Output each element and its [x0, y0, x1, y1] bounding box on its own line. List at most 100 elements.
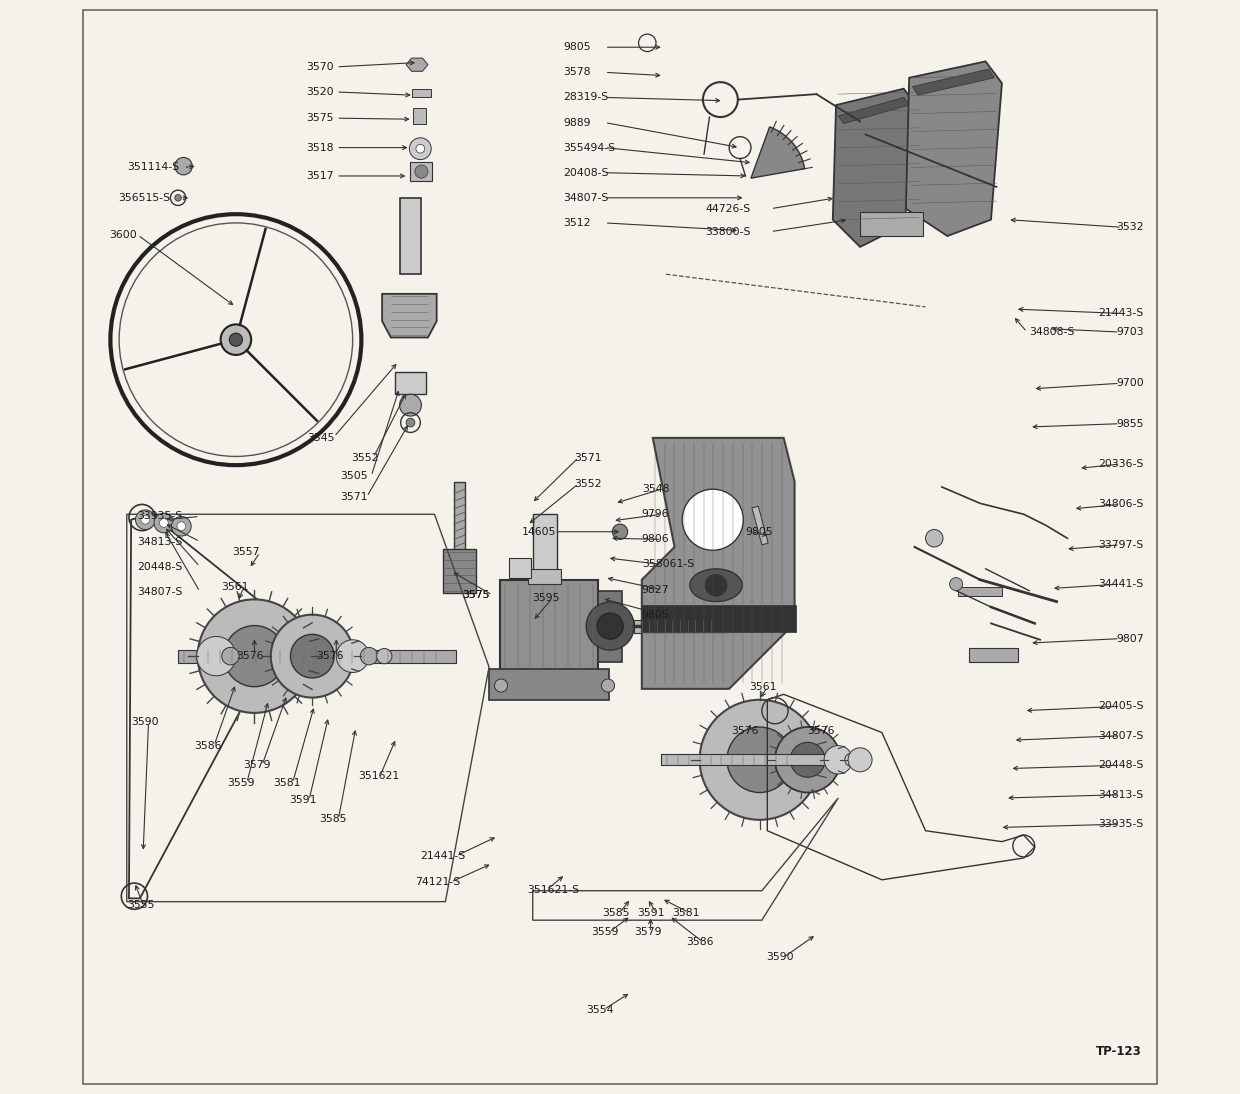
Polygon shape	[443, 549, 476, 593]
Text: 3548: 3548	[642, 485, 670, 494]
Text: 3575: 3575	[461, 590, 490, 600]
Text: 3579: 3579	[243, 760, 272, 770]
Circle shape	[790, 743, 825, 777]
Circle shape	[409, 138, 432, 160]
Text: 21443-S: 21443-S	[1099, 309, 1143, 318]
Bar	[399, 198, 422, 275]
Text: 14605: 14605	[522, 526, 557, 537]
Text: 3595: 3595	[533, 593, 560, 603]
Circle shape	[844, 754, 858, 766]
Text: 3591: 3591	[289, 795, 317, 805]
Text: 9805: 9805	[563, 43, 591, 53]
Text: 3517: 3517	[306, 171, 334, 181]
Bar	[661, 755, 831, 765]
Text: 3585: 3585	[603, 908, 630, 918]
Text: 20448-S: 20448-S	[138, 561, 184, 572]
Text: 3555: 3555	[126, 900, 154, 910]
Circle shape	[160, 519, 169, 527]
Text: 33935-S: 33935-S	[1099, 819, 1143, 829]
Bar	[970, 649, 1018, 662]
Circle shape	[727, 728, 792, 792]
Text: 20405-S: 20405-S	[1099, 701, 1143, 711]
Circle shape	[682, 489, 743, 550]
Polygon shape	[382, 294, 436, 337]
Circle shape	[197, 637, 236, 676]
Circle shape	[587, 602, 634, 650]
Text: 3576: 3576	[732, 726, 759, 736]
Circle shape	[135, 510, 155, 529]
Text: 3532: 3532	[1116, 222, 1143, 232]
Text: 3576: 3576	[807, 726, 836, 736]
Circle shape	[950, 578, 962, 591]
Circle shape	[154, 513, 174, 533]
Text: 3554: 3554	[587, 1004, 614, 1014]
Circle shape	[601, 679, 615, 693]
Bar	[412, 89, 432, 97]
Text: 9807: 9807	[1116, 633, 1143, 643]
Text: 20448-S: 20448-S	[1099, 760, 1143, 770]
Polygon shape	[642, 438, 795, 689]
Circle shape	[699, 700, 820, 819]
Text: 3585: 3585	[319, 814, 346, 824]
Text: 3590: 3590	[766, 952, 794, 963]
Bar	[959, 587, 1002, 596]
Circle shape	[775, 728, 841, 792]
Bar	[500, 580, 598, 673]
Circle shape	[171, 516, 191, 536]
Bar	[751, 507, 769, 545]
Text: 3505: 3505	[341, 472, 368, 481]
Circle shape	[613, 524, 627, 539]
Text: 3591: 3591	[637, 908, 665, 918]
Circle shape	[377, 649, 392, 664]
Text: 33797-S: 33797-S	[1099, 539, 1143, 550]
Circle shape	[222, 648, 239, 665]
Text: 3559: 3559	[591, 928, 619, 938]
Text: 34441-S: 34441-S	[1099, 579, 1143, 589]
Bar	[410, 162, 433, 182]
Bar	[396, 372, 425, 394]
Circle shape	[270, 615, 353, 698]
Polygon shape	[833, 89, 920, 247]
Text: 351621: 351621	[358, 771, 399, 781]
Wedge shape	[751, 127, 805, 178]
Circle shape	[825, 746, 852, 773]
Text: 351621-S: 351621-S	[527, 885, 579, 895]
Circle shape	[177, 522, 186, 531]
Text: 358061-S: 358061-S	[642, 559, 694, 570]
Text: 351114-S: 351114-S	[126, 162, 179, 172]
Circle shape	[399, 394, 422, 416]
Circle shape	[361, 648, 378, 665]
Circle shape	[415, 165, 428, 178]
Text: 9703: 9703	[1116, 327, 1143, 337]
Circle shape	[415, 144, 424, 153]
Polygon shape	[913, 69, 994, 95]
Text: 34813-S: 34813-S	[138, 536, 184, 547]
Polygon shape	[838, 97, 909, 124]
Text: 3600: 3600	[109, 230, 138, 240]
Text: 34806-S: 34806-S	[1099, 500, 1143, 510]
Bar	[179, 650, 456, 663]
Text: 34808-S: 34808-S	[1029, 327, 1075, 337]
Circle shape	[141, 515, 150, 524]
Bar	[528, 569, 560, 584]
Text: 3561: 3561	[222, 582, 249, 592]
Text: 3586: 3586	[687, 938, 714, 947]
Text: 355494-S: 355494-S	[563, 142, 615, 152]
Text: 3576: 3576	[316, 651, 345, 661]
Circle shape	[229, 333, 243, 346]
Text: 3581: 3581	[672, 908, 699, 918]
Text: 3571: 3571	[574, 453, 601, 463]
Ellipse shape	[689, 569, 743, 602]
Circle shape	[197, 600, 311, 713]
Text: 3579: 3579	[634, 928, 662, 938]
Circle shape	[407, 418, 415, 427]
Text: 21441-S: 21441-S	[420, 851, 465, 861]
Text: 33800-S: 33800-S	[706, 226, 750, 236]
Text: 3559: 3559	[227, 778, 254, 788]
Text: 9827: 9827	[642, 584, 670, 594]
Circle shape	[221, 325, 252, 354]
Circle shape	[290, 635, 334, 678]
Bar	[413, 108, 425, 124]
Circle shape	[175, 195, 181, 201]
Text: 3545: 3545	[306, 433, 335, 443]
